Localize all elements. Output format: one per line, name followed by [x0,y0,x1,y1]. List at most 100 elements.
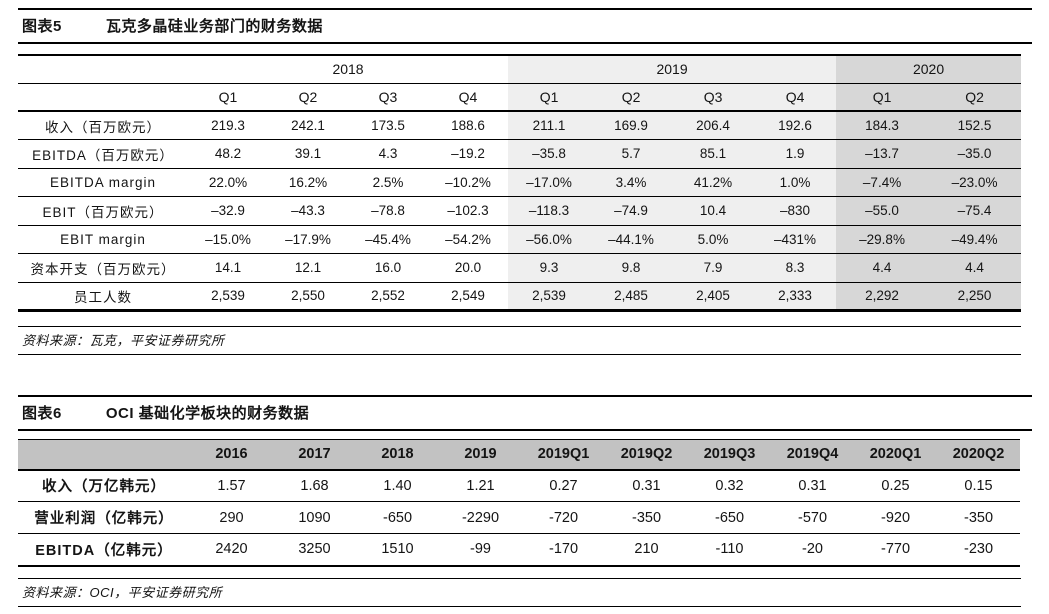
value-cell: 1.0% [754,168,837,197]
row-label: EBITDA margin [18,168,188,197]
quarter-header: Q2 [928,83,1022,112]
value-cell: –54.2% [428,225,509,254]
value-cell: 152.5 [928,111,1022,140]
year-header: 2020 [836,55,1022,84]
row-label: EBITDA（百万欧元） [18,139,188,169]
quarter-header: Q1 [508,83,591,112]
figure6-header: 图表6 OCI 基础化学板块的财务数据 [18,395,1032,431]
value-cell: 2,552 [348,282,428,312]
value-cell: 0.27 [522,469,605,502]
quarter-header: Q3 [348,83,428,112]
value-cell: -650 [356,501,439,534]
row-label: 营业利润（亿韩元） [18,501,190,534]
value-cell: 16.2% [268,168,348,197]
value-cell: 4.4 [928,253,1022,283]
table-row: 收入（百万欧元） 219.3 242.1 173.5 188.6 211.1 169.9 20… [18,111,1022,140]
value-cell: 85.1 [672,139,755,169]
quarter-header: Q2 [268,83,348,112]
quarter-header: Q3 [672,83,755,112]
quarter-header: Q4 [754,83,837,112]
year-header: 2018 [188,55,509,84]
value-cell: –102.3 [428,196,509,226]
table-row: 员工人数 2,539 2,550 2,552 2,549 2,539 2,485 2,405 2… [18,282,1022,312]
column-header: 2017 [273,439,356,471]
corner-cell [18,83,188,112]
value-cell: 5.7 [590,139,673,169]
value-cell: -570 [771,501,854,534]
value-cell: 2,333 [754,282,837,312]
row-label: EBITDA（亿韩元） [18,533,190,567]
value-cell: –15.0% [188,225,268,254]
value-cell: 20.0 [428,253,509,283]
value-cell: 1090 [273,501,356,534]
value-cell: –49.4% [928,225,1022,254]
row-label: 收入（百万欧元） [18,111,188,140]
figure5-header: 图表5 瓦克多晶硅业务部门的财务数据 [18,8,1032,44]
value-cell: 211.1 [508,111,591,140]
value-cell: 1510 [356,533,439,567]
value-cell: 242.1 [268,111,348,140]
value-cell: –431% [754,225,837,254]
value-cell: –35.8 [508,139,591,169]
value-cell: 22.0% [188,168,268,197]
value-cell: –44.1% [590,225,673,254]
value-cell: –43.3 [268,196,348,226]
table-row: 营业利润（亿韩元） 290 1090 -650 -2290 -720 -350 -650 -57… [18,501,1020,534]
value-cell: 5.0% [672,225,755,254]
value-cell: 12.1 [268,253,348,283]
corner-cell [18,439,190,471]
value-cell: 2.5% [348,168,428,197]
table-row: EBITDA margin 22.0% 16.2% 2.5% –10.2% –17.0% 3… [18,168,1022,197]
value-cell: –19.2 [428,139,509,169]
value-cell: 2,485 [590,282,673,312]
table-row: EBIT margin –15.0% –17.9% –45.4% –54.2% –56.0… [18,225,1022,254]
value-cell: 9.8 [590,253,673,283]
year-header-row: 2018 2019 2020 [18,55,1022,84]
row-label: EBIT margin [18,225,188,254]
value-cell: –10.2% [428,168,509,197]
table-row: EBITDA（亿韩元） 2420 3250 1510 -99 -170 210 -110 -20… [18,533,1020,567]
value-cell: -720 [522,501,605,534]
value-cell: 1.40 [356,469,439,502]
value-cell: 169.9 [590,111,673,140]
value-cell: 2,405 [672,282,755,312]
value-cell: 1.57 [190,469,273,502]
quarter-header: Q2 [590,83,673,112]
quarter-header: Q4 [428,83,509,112]
table-row: EBITDA（百万欧元） 48.2 39.1 4.3 –19.2 –35.8 5.7 85.1… [18,139,1022,169]
value-cell: 2,549 [428,282,509,312]
value-cell: -650 [688,501,771,534]
value-cell: -20 [771,533,854,567]
value-cell: 173.5 [348,111,428,140]
column-header: 2020Q2 [937,439,1020,471]
figure5-source: 资料来源：瓦克，平安证券研究所 [18,326,1021,355]
oci-financials-table: 2016 2017 2018 2019 2019Q1 2019Q2 2019Q3 2019Q4… [18,439,1020,567]
value-cell: 16.0 [348,253,428,283]
value-cell: -170 [522,533,605,567]
value-cell: –32.9 [188,196,268,226]
value-cell: 1.21 [439,469,522,502]
value-cell: 2,539 [188,282,268,312]
value-cell: –45.4% [348,225,428,254]
value-cell: -2290 [439,501,522,534]
value-cell: 290 [190,501,273,534]
value-cell: 188.6 [428,111,509,140]
value-cell: –74.9 [590,196,673,226]
value-cell: 2420 [190,533,273,567]
value-cell: –29.8% [836,225,929,254]
value-cell: –17.9% [268,225,348,254]
value-cell: 184.3 [836,111,929,140]
value-cell: 3250 [273,533,356,567]
column-header-row: 2016 2017 2018 2019 2019Q1 2019Q2 2019Q3 2019Q4… [18,439,1020,471]
value-cell: -230 [937,533,1020,567]
value-cell: 2,250 [928,282,1022,312]
value-cell: –23.0% [928,168,1022,197]
wacker-financials-table: 2018 2019 2020 Q1 Q2 Q3 Q4 Q1 Q2 Q3 Q4 Q1 Q2 收入（百万欧元）… [18,54,1022,312]
value-cell: –13.7 [836,139,929,169]
value-cell: –75.4 [928,196,1022,226]
row-label: 收入（万亿韩元） [18,469,190,502]
figure5-label: 图表5 [22,18,62,35]
value-cell: 14.1 [188,253,268,283]
row-label: EBIT（百万欧元） [18,196,188,226]
